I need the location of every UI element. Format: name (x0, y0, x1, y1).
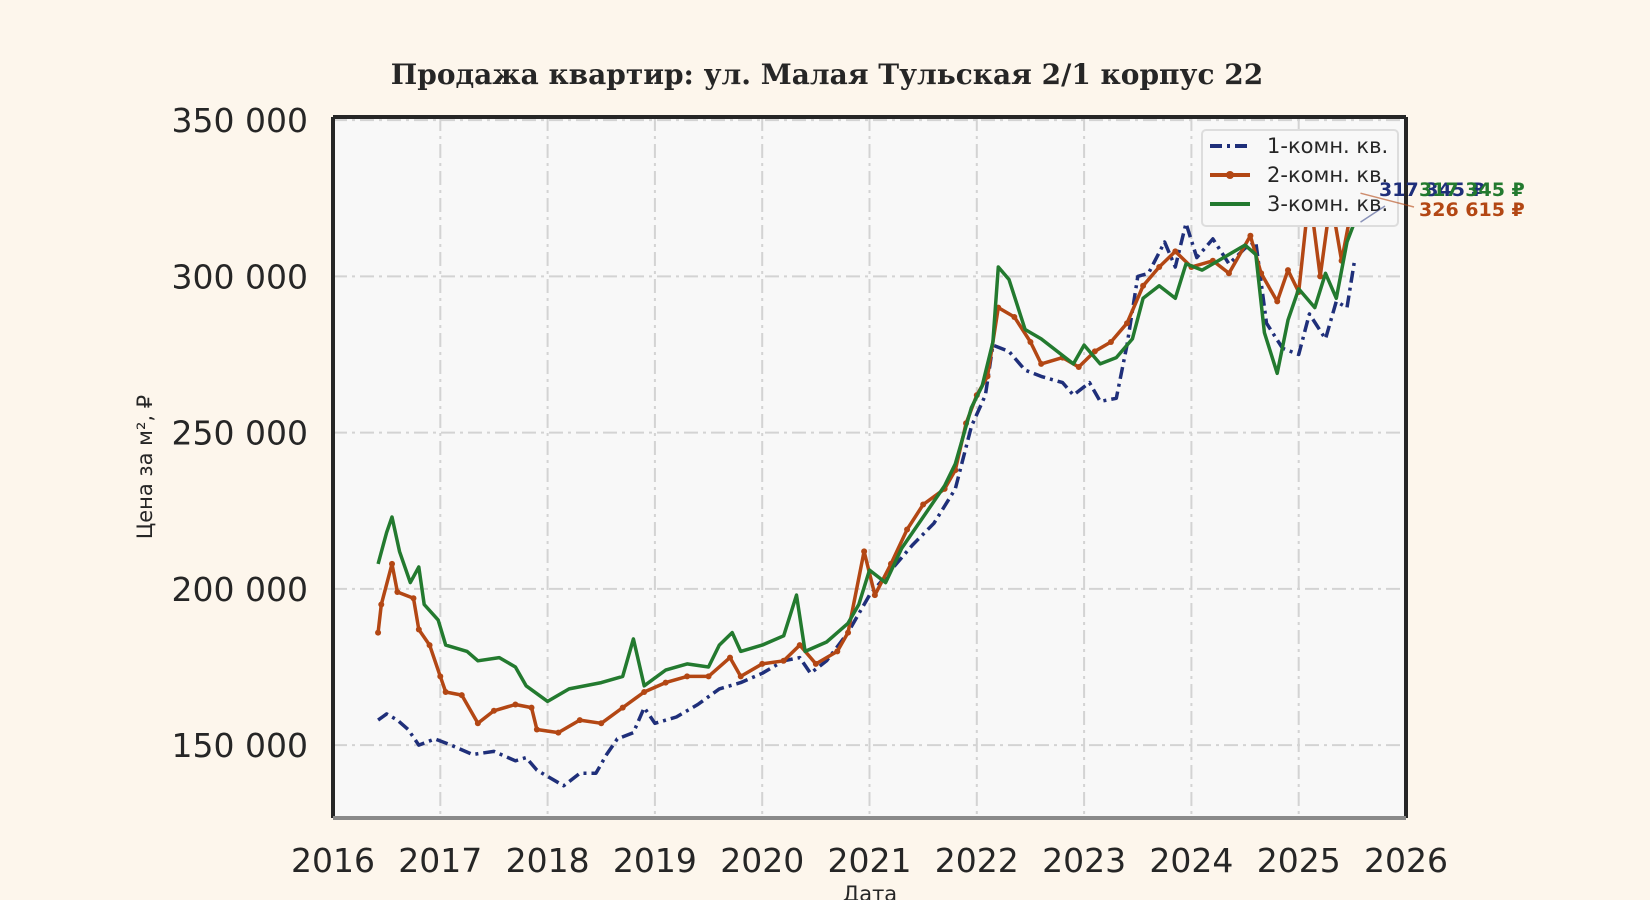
point-s2-26 (780, 657, 787, 664)
x-tick-2020: 2020 (720, 841, 804, 880)
grid-lines (333, 117, 1406, 817)
legend-box (1201, 129, 1399, 227)
point-s2-58 (1274, 298, 1281, 305)
point-s2-17 (598, 720, 605, 727)
point-s2-13 (528, 704, 535, 711)
chart-title: Продажа квартир: ул. Малая Тульская 2/1 … (391, 58, 1263, 91)
x-tick-labels: 2016 2017 2018 2019 2020 2021 2022 2023 2024 2025… (291, 841, 1448, 880)
x-tick-2016: 2016 (291, 841, 375, 880)
point-s2-19 (641, 689, 648, 695)
x-tick-2022: 2022 (935, 841, 1019, 880)
x-tick-2024: 2024 (1149, 841, 1233, 880)
legend-label-2: 2-комн. кв. (1267, 163, 1388, 187)
y-tick-200000: 200 000 (172, 570, 308, 609)
x-tick-2023: 2023 (1042, 841, 1126, 880)
y-axis-label: Цена за м², ₽ (133, 395, 157, 539)
point-s2-62 (1317, 273, 1324, 280)
point-s2-25 (759, 660, 766, 667)
x-tick-2021: 2021 (828, 841, 912, 880)
point-s2-5 (415, 626, 422, 633)
point-s2-2 (389, 560, 396, 567)
annotation-3: 317 345 ₽ (1419, 179, 1525, 201)
point-s2-10 (474, 720, 481, 727)
series-line-1 (377, 221, 1357, 788)
y-tick-250000: 250 000 (172, 414, 308, 453)
point-s2-30 (845, 629, 852, 636)
legend: 1-комн. кв. 2-комн. кв. 3-комн. кв. (1201, 129, 1399, 227)
x-tick-2026: 2026 (1364, 841, 1448, 880)
series-3 (376, 143, 1386, 704)
x-tick-2017: 2017 (398, 841, 482, 880)
y-tick-350000: 350 000 (172, 101, 308, 140)
point-s2-51 (1156, 264, 1163, 270)
point-s2-0 (375, 629, 382, 636)
point-s2-47 (1091, 348, 1098, 355)
point-s2-35 (920, 501, 927, 508)
point-s2-34 (904, 526, 911, 533)
series-line-3 (376, 143, 1386, 704)
point-s2-59 (1284, 267, 1291, 274)
point-s2-31 (861, 548, 868, 555)
x-tick-2025: 2025 (1257, 841, 1341, 880)
legend-label-1: 1-комн. кв. (1267, 134, 1388, 158)
point-s2-50 (1140, 282, 1147, 289)
point-s2-49 (1124, 320, 1131, 327)
point-s2-43 (1027, 339, 1034, 345)
point-s2-55 (1225, 270, 1232, 277)
point-s2-4 (410, 595, 417, 602)
point-s2-42 (1011, 314, 1018, 320)
point-s2-11 (490, 707, 497, 714)
point-s2-6 (426, 642, 433, 649)
point-s2-52 (1172, 248, 1179, 255)
annotation-arrow-2 (1360, 192, 1415, 208)
point-s2-7 (437, 673, 444, 680)
point-s2-21 (684, 673, 691, 680)
point-s2-12 (512, 701, 519, 708)
point-s2-14 (533, 726, 540, 733)
annotation-arrow-1 (1360, 205, 1386, 223)
point-s2-15 (555, 729, 562, 736)
point-s2-48 (1107, 339, 1114, 345)
legend-label-3: 3-комн. кв. (1267, 192, 1388, 216)
point-s2-1 (378, 601, 385, 608)
point-s2-44 (1038, 360, 1045, 367)
point-s2-3 (394, 589, 401, 595)
annotation-1: 317 345 ₽ (1379, 179, 1485, 201)
annotations: 317 345 ₽326 615 ₽317 345 ₽ (1360, 179, 1525, 223)
point-s2-32 (871, 592, 878, 599)
point-s2-27 (796, 642, 803, 649)
point-s2-22 (705, 673, 712, 680)
x-tick-2018: 2018 (506, 841, 590, 880)
y-tick-labels: 150 000 200 000 250 000 300 000 350 000 (172, 101, 308, 765)
point-s2-56 (1247, 232, 1254, 239)
point-s2-46 (1075, 364, 1082, 370)
x-tick-2019: 2019 (613, 841, 697, 880)
point-s2-16 (576, 717, 583, 724)
point-s2-20 (662, 679, 669, 686)
series-1 (377, 221, 1357, 788)
point-s2-28 (812, 660, 819, 667)
legend-marker-2 (1226, 171, 1234, 179)
y-tick-150000: 150 000 (172, 726, 308, 765)
point-s2-9 (458, 692, 465, 699)
point-s2-24 (737, 673, 744, 680)
point-s2-29 (834, 648, 841, 655)
annotation-2: 326 615 ₽ (1419, 199, 1525, 221)
x-axis-label: Дата (843, 882, 897, 900)
y-tick-300000: 300 000 (172, 257, 308, 296)
point-s2-23 (727, 654, 734, 661)
point-s2-8 (442, 689, 449, 695)
point-s2-18 (619, 704, 626, 711)
